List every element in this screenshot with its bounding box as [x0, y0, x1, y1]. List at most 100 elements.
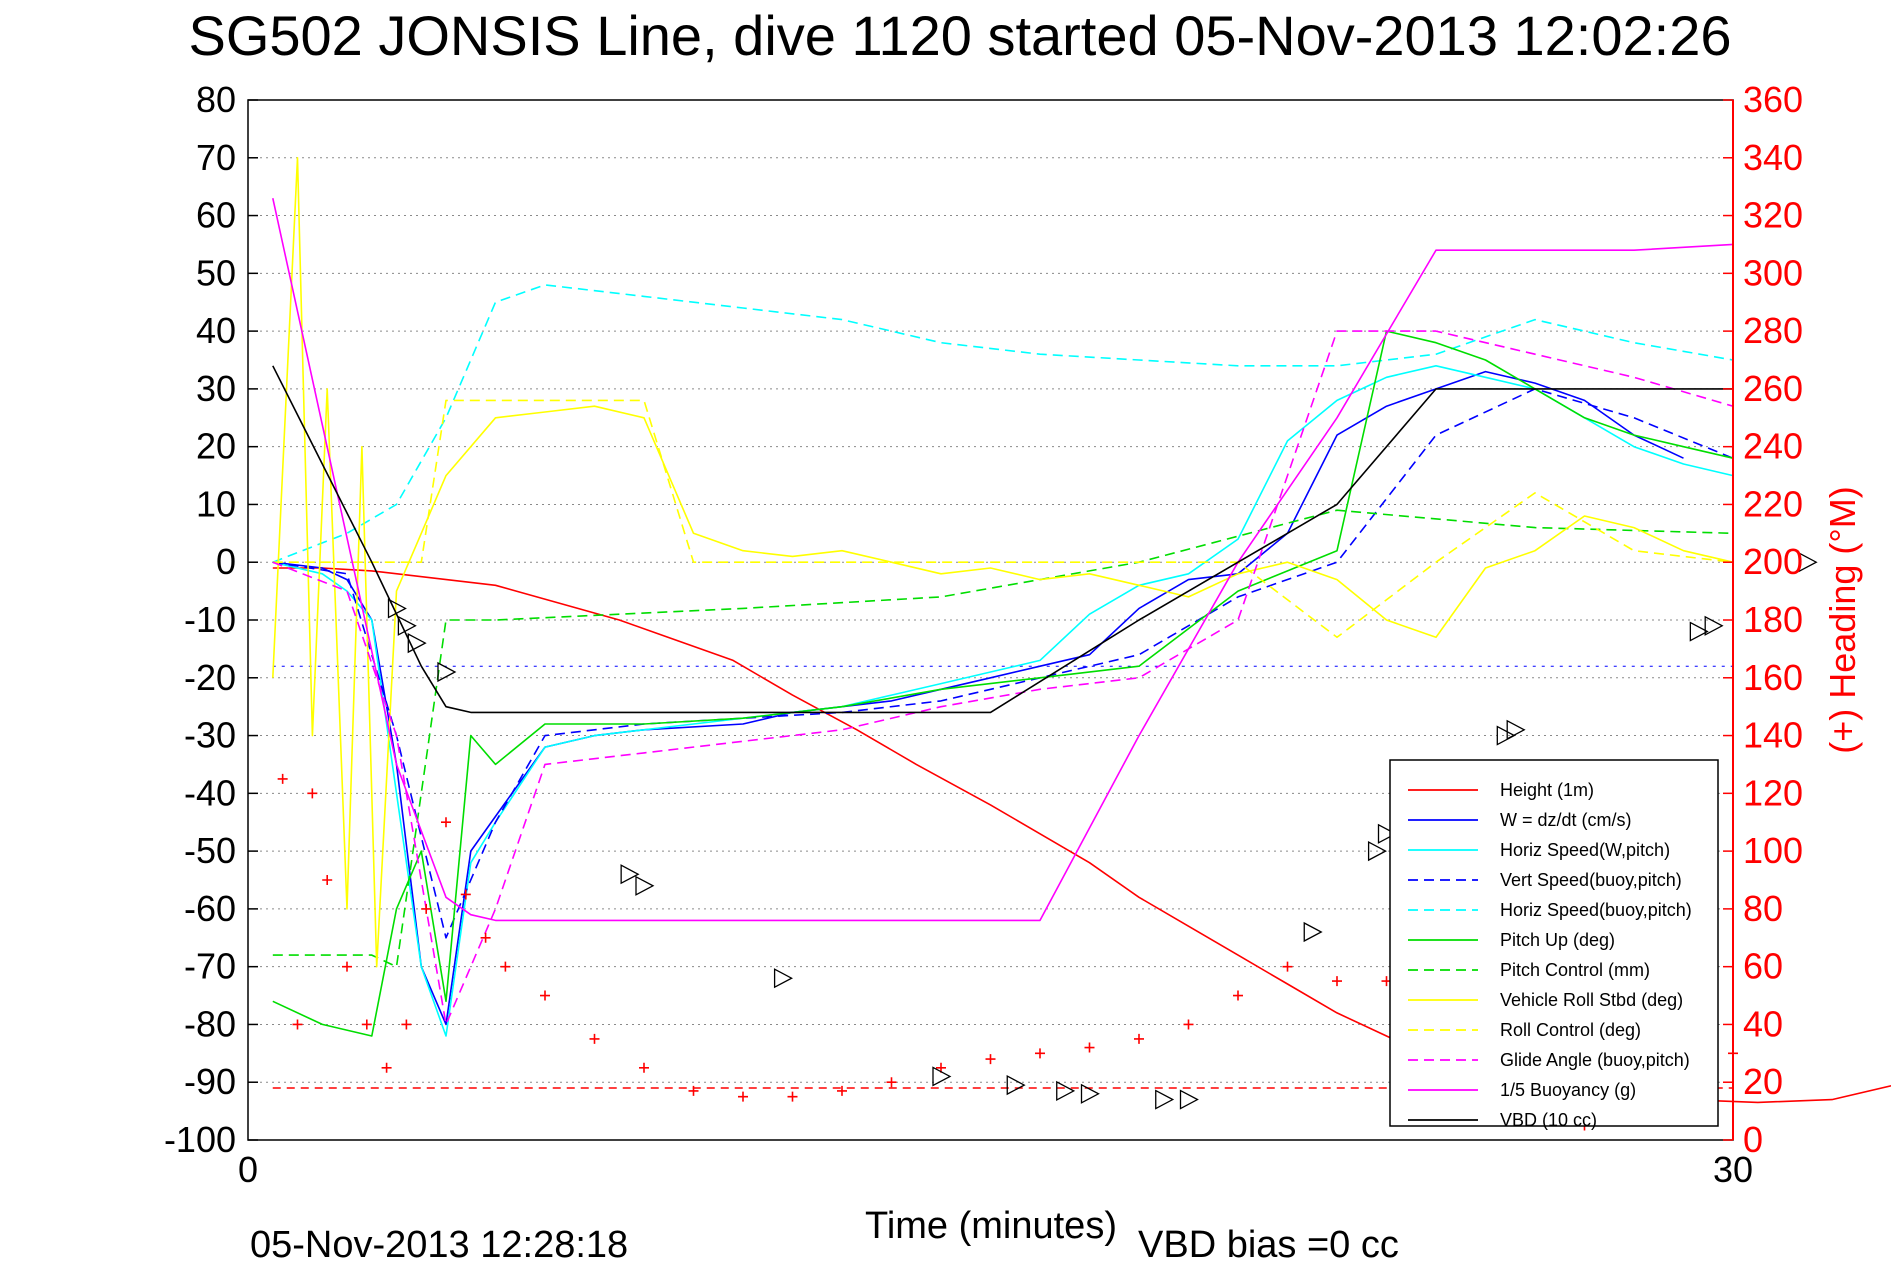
- y-tick-label: -50: [184, 830, 236, 871]
- heading-point: [421, 903, 432, 914]
- y-tick-label: 10: [196, 483, 236, 524]
- y-tick-label: -10: [184, 599, 236, 640]
- x-tick-label: 0: [238, 1149, 258, 1190]
- y-tick-label-right: 360: [1743, 79, 1803, 120]
- triangle-marker: [1179, 1089, 1199, 1110]
- heading-point: [1282, 961, 1293, 972]
- heading-point: [1183, 1019, 1194, 1030]
- y-tick-label-right: 100: [1743, 830, 1803, 871]
- heading-point: [277, 773, 288, 784]
- y-tick-label: 70: [196, 137, 236, 178]
- triangle-marker: [1056, 1080, 1076, 1101]
- y-tick-label: -100: [164, 1119, 236, 1160]
- triangle-marker: [1155, 1089, 1175, 1110]
- y-tick-label-right: 260: [1743, 368, 1803, 409]
- legend-label: VBD (10 cc): [1500, 1110, 1597, 1130]
- heading-point: [1332, 976, 1342, 987]
- y-tick-label-right: 340: [1743, 137, 1803, 178]
- triangle-marker: [932, 1066, 952, 1087]
- y-tick-label: 20: [196, 426, 236, 467]
- y-tick-label: 40: [196, 310, 236, 351]
- triangle-marker: [387, 598, 407, 619]
- triangle-marker: [1006, 1075, 1026, 1096]
- triangle-marker: [1704, 615, 1724, 636]
- heading-point: [480, 932, 491, 943]
- heading-point: [1134, 1033, 1144, 1044]
- y-tick-label-right: 240: [1743, 426, 1803, 467]
- heading-point: [361, 1019, 372, 1030]
- triangle-marker: [397, 615, 417, 636]
- legend-label: W = dz/dt (cm/s): [1500, 810, 1632, 830]
- y-tick-label: -90: [184, 1061, 236, 1102]
- heading-point: [1084, 1042, 1095, 1053]
- y-tick-label-right: 200: [1743, 541, 1803, 582]
- heading-point: [738, 1091, 748, 1102]
- y-tick-label: -80: [184, 1003, 236, 1044]
- triangle-marker: [407, 633, 427, 654]
- y-tick-label-right: 20: [1743, 1061, 1783, 1102]
- y-tick-label-right: 220: [1743, 483, 1803, 524]
- y-tick-label-right: 0: [1743, 1119, 1763, 1160]
- heading-point: [787, 1091, 798, 1102]
- triangle-marker: [1303, 921, 1323, 943]
- y-tick-label-right: 60: [1743, 946, 1783, 987]
- heading-point: [307, 788, 318, 799]
- heading-point: [500, 961, 511, 972]
- series-pitch-control-mm: [272, 509, 1734, 968]
- y-tick-label-right: 160: [1743, 657, 1803, 698]
- heading-point: [589, 1033, 600, 1044]
- heading-point: [381, 1062, 392, 1073]
- y-axis-right: 3603403203002802602402202001801601401201…: [1723, 79, 1803, 1160]
- triangle-marker: [635, 875, 655, 896]
- series-horiz-speed-buoy-pitch: [272, 284, 1734, 563]
- legend-label: 1/5 Buoyancy (g): [1500, 1080, 1636, 1100]
- vbd-bias-label: VBD bias =0 cc: [1138, 1224, 1399, 1262]
- y-tick-label-right: 180: [1743, 599, 1803, 640]
- x-tick-label: 30: [1713, 1149, 1753, 1190]
- y-tick-label: 80: [196, 79, 236, 120]
- legend-label: Pitch Up (deg): [1500, 930, 1615, 950]
- heading-point: [292, 1019, 303, 1030]
- heading-point: [441, 817, 451, 828]
- legend-label: Vert Speed(buoy,pitch): [1500, 870, 1682, 890]
- y-tick-label-right: 280: [1743, 310, 1803, 351]
- y-tick-label: -20: [184, 657, 236, 698]
- heading-point: [688, 1085, 699, 1096]
- series-vert-speed-buoy-pitch: [272, 388, 1734, 939]
- legend-label: Vehicle Roll Stbd (deg): [1500, 990, 1683, 1010]
- legend-label: Pitch Control (mm): [1500, 960, 1650, 980]
- y-tick-label: -70: [184, 946, 236, 987]
- triangle-marker: [1506, 719, 1526, 740]
- y-axis-right-label: (+) Heading (°M): [1822, 486, 1863, 753]
- y-tick-label: 50: [196, 252, 236, 293]
- legend-label: Horiz Speed(W,pitch): [1500, 840, 1670, 860]
- triangle-marker: [1798, 552, 1818, 573]
- y-tick-label-right: 140: [1743, 715, 1803, 756]
- heading-point: [985, 1054, 996, 1065]
- y-tick-label-right: 40: [1743, 1003, 1783, 1044]
- y-tick-label: 30: [196, 368, 236, 409]
- series-roll-control-deg: [272, 399, 1734, 639]
- y-tick-label-right: 300: [1743, 252, 1803, 293]
- legend-box: [1389, 759, 1719, 1127]
- series-1-5-buoyancy-g: [272, 198, 1734, 922]
- legend-label: Height (1m): [1500, 780, 1594, 800]
- y-tick-label: -60: [184, 888, 236, 929]
- y-tick-label: -30: [184, 715, 236, 756]
- y-tick-label: 0: [216, 541, 236, 582]
- heading-point: [401, 1019, 412, 1030]
- y-tick-label-right: 80: [1743, 888, 1783, 929]
- series-vbd-10-cc: [272, 365, 1733, 714]
- heading-point: [1233, 990, 1243, 1001]
- triangle-markers: [387, 552, 1818, 1110]
- triangle-marker: [620, 864, 640, 885]
- heading-point: [837, 1085, 847, 1096]
- footer-timestamp: 05-Nov-2013 12:28:18: [250, 1224, 628, 1262]
- heading-point: [322, 875, 333, 885]
- heading-point: [540, 990, 550, 1001]
- series-height-1m: [272, 567, 1891, 1104]
- y-tick-label-right: 120: [1743, 772, 1803, 813]
- legend: Height (1m) W = dz/dt (cm/s) Horiz Speed(W…: [1389, 759, 1719, 1130]
- series-vehicle-roll-stbd-deg: [272, 157, 1734, 968]
- legend-label: Glide Angle (buoy,pitch): [1500, 1050, 1690, 1070]
